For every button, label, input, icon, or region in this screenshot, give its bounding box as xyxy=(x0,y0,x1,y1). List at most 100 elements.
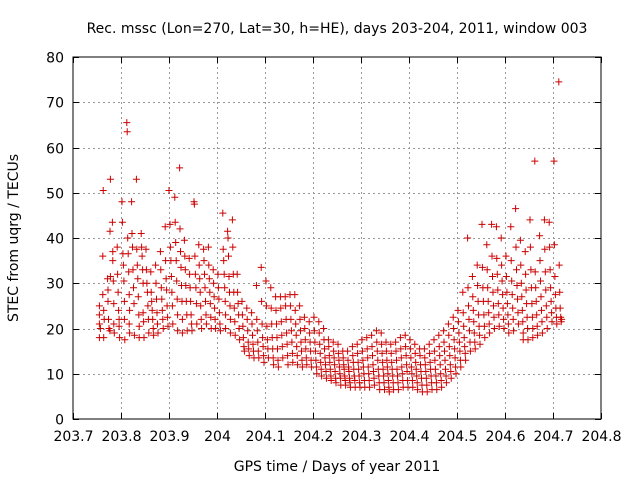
data-point xyxy=(471,345,479,353)
data-point xyxy=(197,302,205,310)
data-point xyxy=(222,311,230,319)
data-point xyxy=(279,354,287,362)
data-point xyxy=(164,322,172,330)
data-point xyxy=(459,288,467,296)
data-point xyxy=(430,347,438,355)
data-point xyxy=(152,279,160,287)
data-point xyxy=(212,325,220,332)
data-point xyxy=(270,361,278,369)
data-point xyxy=(471,338,479,346)
data-point xyxy=(454,318,462,326)
y-axis-label: STEC from uqrg / TECUs xyxy=(6,154,22,322)
data-point xyxy=(497,234,505,242)
data-point xyxy=(134,293,142,301)
data-point xyxy=(351,377,359,384)
data-point xyxy=(258,297,266,305)
data-point xyxy=(149,315,157,323)
data-point xyxy=(401,331,409,339)
data-point xyxy=(484,284,492,292)
data-point xyxy=(197,315,205,323)
data-point xyxy=(432,372,440,380)
y-tick-label: 70 xyxy=(46,96,64,112)
data-point xyxy=(384,370,392,378)
data-point xyxy=(322,374,330,382)
data-point xyxy=(394,379,402,387)
data-point xyxy=(168,288,176,296)
data-point xyxy=(221,297,229,305)
data-point xyxy=(225,273,233,280)
data-point xyxy=(181,266,189,274)
data-point xyxy=(216,320,224,328)
data-point xyxy=(106,227,114,235)
data-point xyxy=(488,252,496,260)
data-point xyxy=(531,157,539,165)
data-point xyxy=(132,175,140,183)
data-point xyxy=(173,277,181,285)
data-point xyxy=(340,365,348,373)
data-point xyxy=(235,325,243,332)
data-point xyxy=(441,356,449,364)
data-point xyxy=(313,370,321,378)
data-point xyxy=(325,343,333,351)
data-point xyxy=(234,288,242,296)
data-point xyxy=(104,297,112,305)
data-point xyxy=(121,336,129,344)
data-point xyxy=(147,268,155,276)
data-point xyxy=(387,340,395,348)
data-point xyxy=(182,282,190,289)
data-point xyxy=(157,266,165,274)
data-point xyxy=(365,377,373,384)
data-point xyxy=(315,318,323,326)
data-point xyxy=(377,329,385,337)
data-point xyxy=(450,325,458,332)
data-point xyxy=(504,320,512,328)
data-point xyxy=(118,218,126,226)
data-point xyxy=(108,218,116,226)
data-point xyxy=(485,320,493,328)
data-point xyxy=(196,288,204,296)
data-point xyxy=(301,325,309,332)
data-point xyxy=(283,329,291,337)
data-point xyxy=(339,354,347,362)
x-tick-label: 204.8 xyxy=(581,429,621,445)
data-point xyxy=(505,329,513,337)
x-tick-label: 204 xyxy=(204,429,231,445)
data-point xyxy=(500,315,508,323)
data-point xyxy=(267,304,275,312)
data-point xyxy=(231,331,239,339)
data-point xyxy=(464,234,472,242)
data-point xyxy=(187,311,195,319)
data-point xyxy=(558,315,566,323)
data-point xyxy=(483,241,491,249)
grid-lines xyxy=(73,57,601,419)
data-point xyxy=(326,358,334,366)
data-point xyxy=(106,175,114,183)
data-point xyxy=(244,338,252,346)
data-point xyxy=(436,361,444,369)
data-point xyxy=(495,311,503,319)
data-point xyxy=(259,334,267,342)
data-point xyxy=(364,354,372,362)
data-point xyxy=(207,313,215,321)
data-point xyxy=(416,352,424,360)
data-point xyxy=(476,340,484,348)
data-point xyxy=(493,270,501,278)
data-point xyxy=(438,383,446,391)
data-point xyxy=(226,315,234,323)
data-point xyxy=(490,302,497,310)
data-point xyxy=(435,343,443,351)
data-point xyxy=(363,334,371,342)
data-point xyxy=(489,288,497,296)
data-point xyxy=(166,243,174,251)
data-point xyxy=(181,252,189,260)
data-point xyxy=(204,243,212,251)
data-point xyxy=(291,306,299,314)
data-point xyxy=(129,266,137,274)
data-point xyxy=(534,331,542,339)
data-point xyxy=(177,248,184,256)
data-point xyxy=(473,261,481,269)
data-point xyxy=(484,297,492,305)
data-point xyxy=(249,340,257,348)
data-point xyxy=(288,349,296,357)
data-point xyxy=(201,284,209,292)
